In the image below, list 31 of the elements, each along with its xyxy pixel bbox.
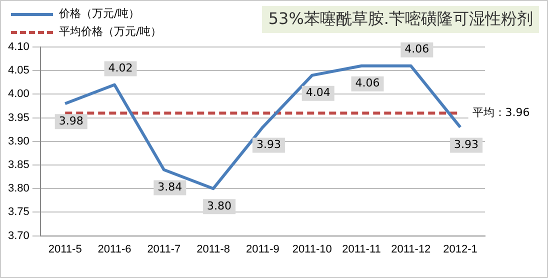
x-tick-label: 2011-11: [342, 243, 381, 256]
y-tick-label: 3.90: [8, 135, 30, 148]
x-tick-label: 2011-5: [48, 243, 82, 256]
y-tick-label: 3.85: [8, 159, 30, 172]
legend-label: 价格（万元/吨）: [59, 6, 140, 22]
data-label: 4.06: [355, 76, 380, 90]
x-tick-label: 2011-6: [98, 243, 132, 256]
data-label: 3.93: [454, 138, 479, 152]
x-tick-label: 2011-12: [391, 243, 431, 256]
data-label: 3.93: [256, 138, 281, 152]
y-tick-label: 3.80: [8, 182, 30, 195]
data-label: 3.84: [158, 180, 182, 194]
annotation: 平均：3.96: [472, 106, 530, 119]
y-tick-label: 4.05: [8, 64, 30, 77]
y-tick-label: 3.70: [8, 230, 30, 242]
x-tick-label: 2011-10: [292, 243, 332, 256]
y-tick-label: 4.10: [8, 41, 30, 54]
data-label: 3.98: [58, 114, 84, 128]
x-tick-label: 2011-9: [246, 243, 280, 256]
x-tick-label: 2011-8: [196, 243, 230, 256]
chart-title: 53%苯噻酰草胺.苄嘧磺隆可湿性粉剂: [262, 6, 539, 33]
y-tick-label: 4.00: [8, 88, 30, 100]
legend-label: 平均价格（万元/吨）: [59, 24, 162, 40]
x-tick-label: 2012-1: [443, 243, 478, 256]
data-label: 4.06: [404, 42, 430, 56]
x-tick-label: 2011-7: [147, 243, 181, 256]
y-tick-label: 3.75: [8, 206, 30, 218]
data-label: 3.80: [207, 199, 232, 212]
y-tick-label: 3.95: [8, 112, 30, 124]
data-label: 4.04: [306, 86, 330, 100]
data-label: 4.02: [108, 62, 133, 75]
